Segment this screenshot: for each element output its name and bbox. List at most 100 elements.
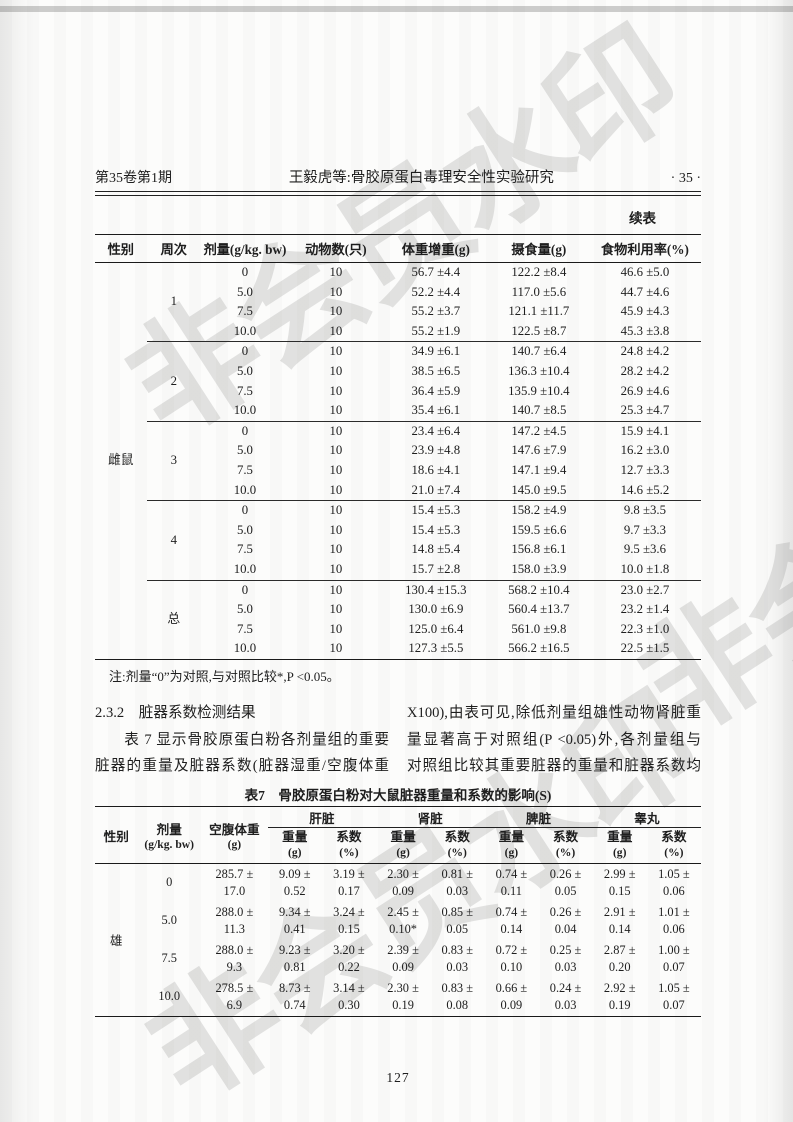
column-header-weight-gain: 体重增重(g) <box>382 234 489 263</box>
table-cell: 158.0 ±3.9 <box>488 559 589 581</box>
table-cell: 7.5 <box>236 621 253 636</box>
measure-error: 0.52 <box>283 883 306 898</box>
header-line: 空腹体重 <box>209 823 260 837</box>
table-cell: 10 <box>329 621 343 636</box>
table-cell: 10 <box>329 641 343 656</box>
header-line: (g/kg. bw) <box>144 838 195 851</box>
column-header-weight: 重量 (g) <box>267 827 322 864</box>
column-header-sex: 性别 <box>95 234 147 263</box>
running-title: 王毅虎等:骨胶原蛋白毒理安全性实验研究 <box>288 170 554 186</box>
journal-issue: 第35卷第1期 <box>95 171 172 186</box>
table-cell: 285.7 ± 17.0 <box>201 864 268 903</box>
table-cell: 14.8 ±5.4 <box>411 542 461 557</box>
table-cell: 0.26 ± 0.04 <box>538 902 592 940</box>
measure-value: 2.92 ± <box>603 981 636 995</box>
column-header-food-utilization: 食物利用率(%) <box>588 234 701 263</box>
table-cell: 16.2 ±3.0 <box>620 443 670 458</box>
table-row: 10.0 10 35.4 ±6.1 140.7 ±8.5 25.3 ±4.7 <box>95 401 701 422</box>
table-cell: 10 <box>329 423 343 438</box>
measure-error: 0.07 <box>663 959 685 974</box>
table-row: 10.0 10 127.3 ±5.5 566.2 ±16.5 22.5 ±1.5 <box>95 639 701 659</box>
table-cell: 136.3 ±10.4 <box>508 363 570 378</box>
table-cell: 9.5 ±3.6 <box>623 542 667 557</box>
measure-error: 0.03 <box>446 883 469 898</box>
organ-weight-table: 性别 剂量 (g/kg. bw) 空腹体重 (g) 肝脏 肾脏 脾脏 睾丸 重量 <box>95 806 701 1017</box>
column-header-coefficient: 系数 (%) <box>538 827 593 864</box>
table-cell: 125.0 ±6.4 <box>408 621 464 636</box>
table-cell: 8.73 ± 0.74 <box>268 978 322 1017</box>
table-cell: 10 <box>329 363 343 378</box>
table-cell: 130.0 ±6.9 <box>408 602 464 617</box>
table-cell: 130.4 ±15.3 <box>405 582 467 597</box>
table-cell: 45.9 ±4.3 <box>620 304 670 319</box>
measure-error: 0.14 <box>608 921 631 936</box>
table-cell: 288.0 ± 11.3 <box>201 902 268 940</box>
column-header-weight: 重量 (g) <box>484 827 539 864</box>
table-cell: 2.91 ± 0.14 <box>593 902 647 940</box>
measure-value: 0.66 ± <box>495 981 528 995</box>
table-cell: 10 <box>329 265 343 279</box>
table-cell: 561.0 ±9.8 <box>511 621 567 636</box>
measure-value: 1.00 ± <box>658 943 690 957</box>
table-cell: 9.34 ± 0.41 <box>268 902 322 940</box>
column-header-weight: 重量 (g) <box>592 827 647 864</box>
table-cell: 52.2 ±4.4 <box>411 284 461 299</box>
table-cell: 5.0 <box>236 443 253 458</box>
dose-cell: 5.0 <box>161 913 177 927</box>
table-cell: 21.0 ±7.4 <box>382 480 489 502</box>
column-group-spleen: 脾脏 <box>484 806 593 828</box>
table-cell: 23.4 ±6.4 <box>411 423 461 438</box>
table-cell: 22.5 ±1.5 <box>620 641 670 656</box>
table-cell: 25.3 ±4.7 <box>588 401 701 422</box>
table-cell: 0.74 ± 0.11 <box>484 864 538 903</box>
measure-value: 0.24 ± <box>549 981 582 995</box>
table-row: 7.5 10 18.6 ±4.1 147.1 ±9.4 12.7 ±3.3 <box>95 461 701 481</box>
table-cell: 55.2 ±3.7 <box>411 304 461 319</box>
table-cell: 15.4 ±5.3 <box>411 522 461 537</box>
table-row: 7.5 10 36.4 ±5.9 135.9 ±10.4 26.9 ±4.6 <box>95 382 701 402</box>
table-cell: 14.6 ±5.2 <box>588 480 701 502</box>
page-number: 127 <box>386 1070 410 1085</box>
table-row: 总 0 10 130.4 ±15.3 568.2 ±10.4 23.0 ±2.7 <box>95 580 701 626</box>
table-cell: 1.05 ± 0.07 <box>647 978 701 1017</box>
measure-value: 288.0 ± <box>215 943 254 957</box>
column-header-sex: 性别 <box>95 806 138 864</box>
table-cell: 44.7 ±4.6 <box>620 284 670 299</box>
table7-title: 表7 骨胶原蛋白粉对大鼠脏器重量和系数的影响(S) <box>244 788 552 803</box>
table-cell: 0 <box>241 265 249 279</box>
table-cell: 7.5 <box>236 542 253 557</box>
column-header-coefficient: 系数 (%) <box>646 827 701 864</box>
table-cell: 10.0 <box>201 321 289 343</box>
table-cell: 10 <box>329 304 343 319</box>
table-row: 5.0 10 23.9 ±4.8 147.6 ±7.9 16.2 ±3.0 <box>95 441 701 461</box>
table-row: 10.0 278.5 ± 6.9 8.73 ± 0.74 3.14 ± 0.30 2.… <box>95 978 701 1017</box>
header-line: (g) <box>227 838 242 851</box>
table-cell: 10.0 <box>201 559 289 581</box>
table-cell: 23.0 ±2.7 <box>620 582 670 597</box>
table-cell: 55.2 ±1.9 <box>382 321 489 343</box>
table-cell: 9.8 ±3.5 <box>623 503 667 518</box>
table-row: 4 0 10 15.4 ±5.3 158.2 ±4.9 9.8 ±3.5 <box>95 500 701 581</box>
week-cell: 3 <box>146 421 202 502</box>
table-cell: 127.3 ±5.5 <box>408 641 464 656</box>
table-cell: 0.72 ± 0.10 <box>484 940 538 978</box>
table-cell: 1.01 ± 0.06 <box>647 902 701 940</box>
table-cell: 23.2 ±1.4 <box>620 602 670 617</box>
table-cell: 10 <box>288 480 383 502</box>
measure-error: 0.05 <box>554 883 577 898</box>
table-cell: 1.05 ± 0.06 <box>647 864 701 903</box>
table-row: 3 0 10 23.4 ±6.4 147.2 ±4.5 15.9 ±4.1 <box>95 421 701 502</box>
table-cell: 0.66 ± 0.09 <box>484 978 538 1017</box>
measure-value: 2.30 ± <box>387 867 419 881</box>
measure-value: 0.26 ± <box>549 867 582 881</box>
dose-cell: 7.5 <box>161 951 177 965</box>
table-cell: 23.9 ±4.8 <box>411 443 461 458</box>
measure-error: 0.03 <box>446 959 469 974</box>
table-cell: 10 <box>288 559 383 581</box>
measure-value: 2.99 ± <box>603 867 636 881</box>
paragraph-line: 量显著高于对照组(P <0.05)外,各剂量组与 <box>407 731 701 748</box>
table-cell: 10.0 <box>201 480 289 502</box>
table-cell: 145.0 ±9.5 <box>488 480 589 502</box>
paragraph-line: X100),由表可见,除低剂量组雄性动物肾脏重 <box>407 705 701 721</box>
